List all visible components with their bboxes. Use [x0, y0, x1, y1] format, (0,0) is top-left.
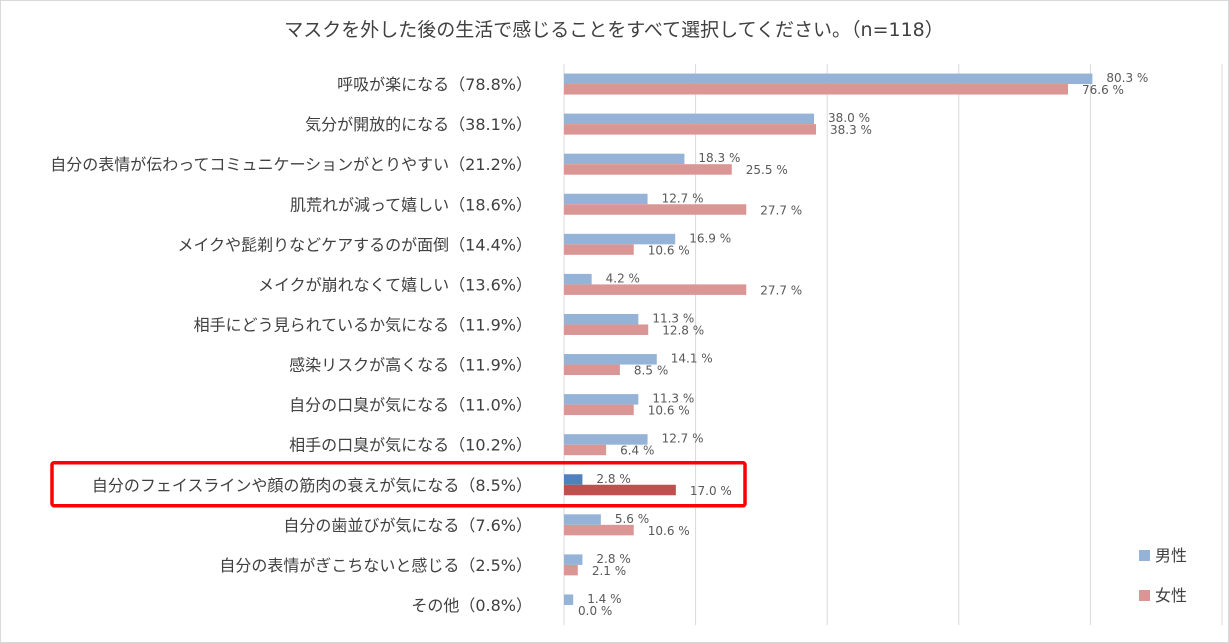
grid-layer [563, 64, 1223, 625]
category-label: 相手の口臭が気になる（10.2%） [289, 436, 532, 455]
bar-male [564, 273, 592, 285]
bar-female [564, 284, 747, 295]
bar-male [564, 474, 583, 485]
legend-label-male: 男性 [1155, 546, 1187, 565]
data-label-male: 18.3 % [698, 151, 740, 165]
legend-swatch-male [1139, 550, 1150, 561]
data-label-male: 12.7 % [662, 191, 704, 205]
chart-title: マスクを外した後の生活で感じることをすべて選択してください。（n=118） [284, 19, 944, 41]
data-label-female: 17.0 % [690, 484, 732, 498]
category-label: 肌荒れが減って嬉しい（18.6%） [290, 195, 532, 214]
bars-layer [564, 73, 1093, 605]
bar-male [564, 394, 639, 405]
category-label: 自分のフェイスラインや顔の筋肉の衰えが気になる（8.5%） [92, 476, 532, 495]
category-label: 自分の口臭が気になる（11.0%） [289, 396, 532, 415]
category-label: 自分の表情がぎこちないと感じる（2.5%） [219, 556, 532, 575]
data-label-male: 1.4 % [587, 592, 621, 606]
bar-female [564, 404, 634, 416]
data-label-male: 4.2 % [606, 271, 640, 285]
data-label-female: 8.5 % [634, 364, 668, 378]
bar-male [564, 193, 648, 205]
data-label-male: 14.1 % [671, 352, 713, 366]
data-label-female: 10.6 % [648, 243, 690, 257]
data-label-male: 11.3 % [652, 392, 694, 406]
data-label-male: 38.0 % [828, 111, 870, 125]
data-label-female: 76.6 % [1082, 83, 1124, 97]
legend-label-female: 女性 [1155, 586, 1187, 605]
category-label: その他（0.8%） [411, 596, 532, 615]
highlight-layer [50, 461, 747, 508]
category-label: メイクや髭剃りなどケアするのが面倒（14.4%） [177, 235, 532, 254]
bar-male [564, 73, 1093, 85]
bar-female [564, 164, 732, 175]
bar-male [564, 554, 583, 565]
bar-female [564, 524, 634, 536]
category-label: 自分の表情が伝わってコミュニケーションがとりやすい（21.2%） [50, 155, 532, 174]
category-label: 相手にどう見られているか気になる（11.9%） [194, 315, 532, 334]
bar-female [564, 564, 578, 576]
data-label-female: 12.8 % [662, 323, 704, 337]
data-label-female: 0.0 % [578, 604, 612, 618]
data-label-male: 16.9 % [689, 231, 731, 245]
bar-male [564, 514, 601, 525]
bar-male [564, 233, 676, 245]
data-label-female: 6.4 % [620, 444, 654, 458]
data-label-female: 27.7 % [760, 283, 802, 297]
bar-male [564, 594, 574, 605]
data-label-male: 5.6 % [615, 512, 649, 526]
data-label-male: 80.3 % [1106, 71, 1148, 85]
data-label-female: 25.5 % [746, 163, 788, 177]
bar-female [564, 124, 817, 135]
data-label-male: 2.8 % [596, 552, 630, 566]
bar-male [564, 113, 815, 125]
category-labels: 呼吸が楽になる（78.8%） 気分が開放的になる（38.1%） 自分の表情が伝わって… [50, 75, 532, 615]
data-label-male: 12.7 % [662, 432, 704, 446]
category-label: メイクが崩れなくて嬉しい（13.6%） [258, 275, 532, 294]
data-label-female: 10.6 % [648, 404, 690, 418]
data-label-female: 38.3 % [830, 123, 872, 137]
bar-male [564, 434, 648, 445]
category-label: 自分の歯並びが気になる（7.6%） [283, 516, 532, 535]
bar-male [564, 153, 685, 165]
bar-female [564, 84, 1069, 95]
data-label-female: 10.6 % [648, 524, 690, 538]
bar-female [564, 484, 676, 496]
bar-male [564, 354, 657, 365]
data-label-male: 2.8 % [596, 472, 630, 486]
category-label: 気分が開放的になる（38.1%） [305, 115, 532, 134]
category-label: 呼吸が楽になる（78.8%） [337, 75, 532, 94]
data-labels: 80.3 %76.6 % 38.0 %38.3 % 18.3 % 25.5 % 12.7… [578, 71, 1148, 618]
bar-male [564, 313, 639, 325]
bar-female [564, 244, 634, 255]
bar-female [564, 364, 620, 376]
bar-female [564, 444, 607, 456]
bar-female [564, 204, 747, 215]
data-label-female: 2.1 % [592, 564, 626, 578]
legend-swatch-female [1139, 590, 1150, 601]
data-label-male: 11.3 % [652, 311, 694, 325]
highlight-box [50, 461, 747, 508]
data-label-female: 27.7 % [760, 203, 802, 217]
bar-female [564, 324, 649, 335]
category-label: 感染リスクが高くなる（11.9%） [289, 356, 532, 375]
